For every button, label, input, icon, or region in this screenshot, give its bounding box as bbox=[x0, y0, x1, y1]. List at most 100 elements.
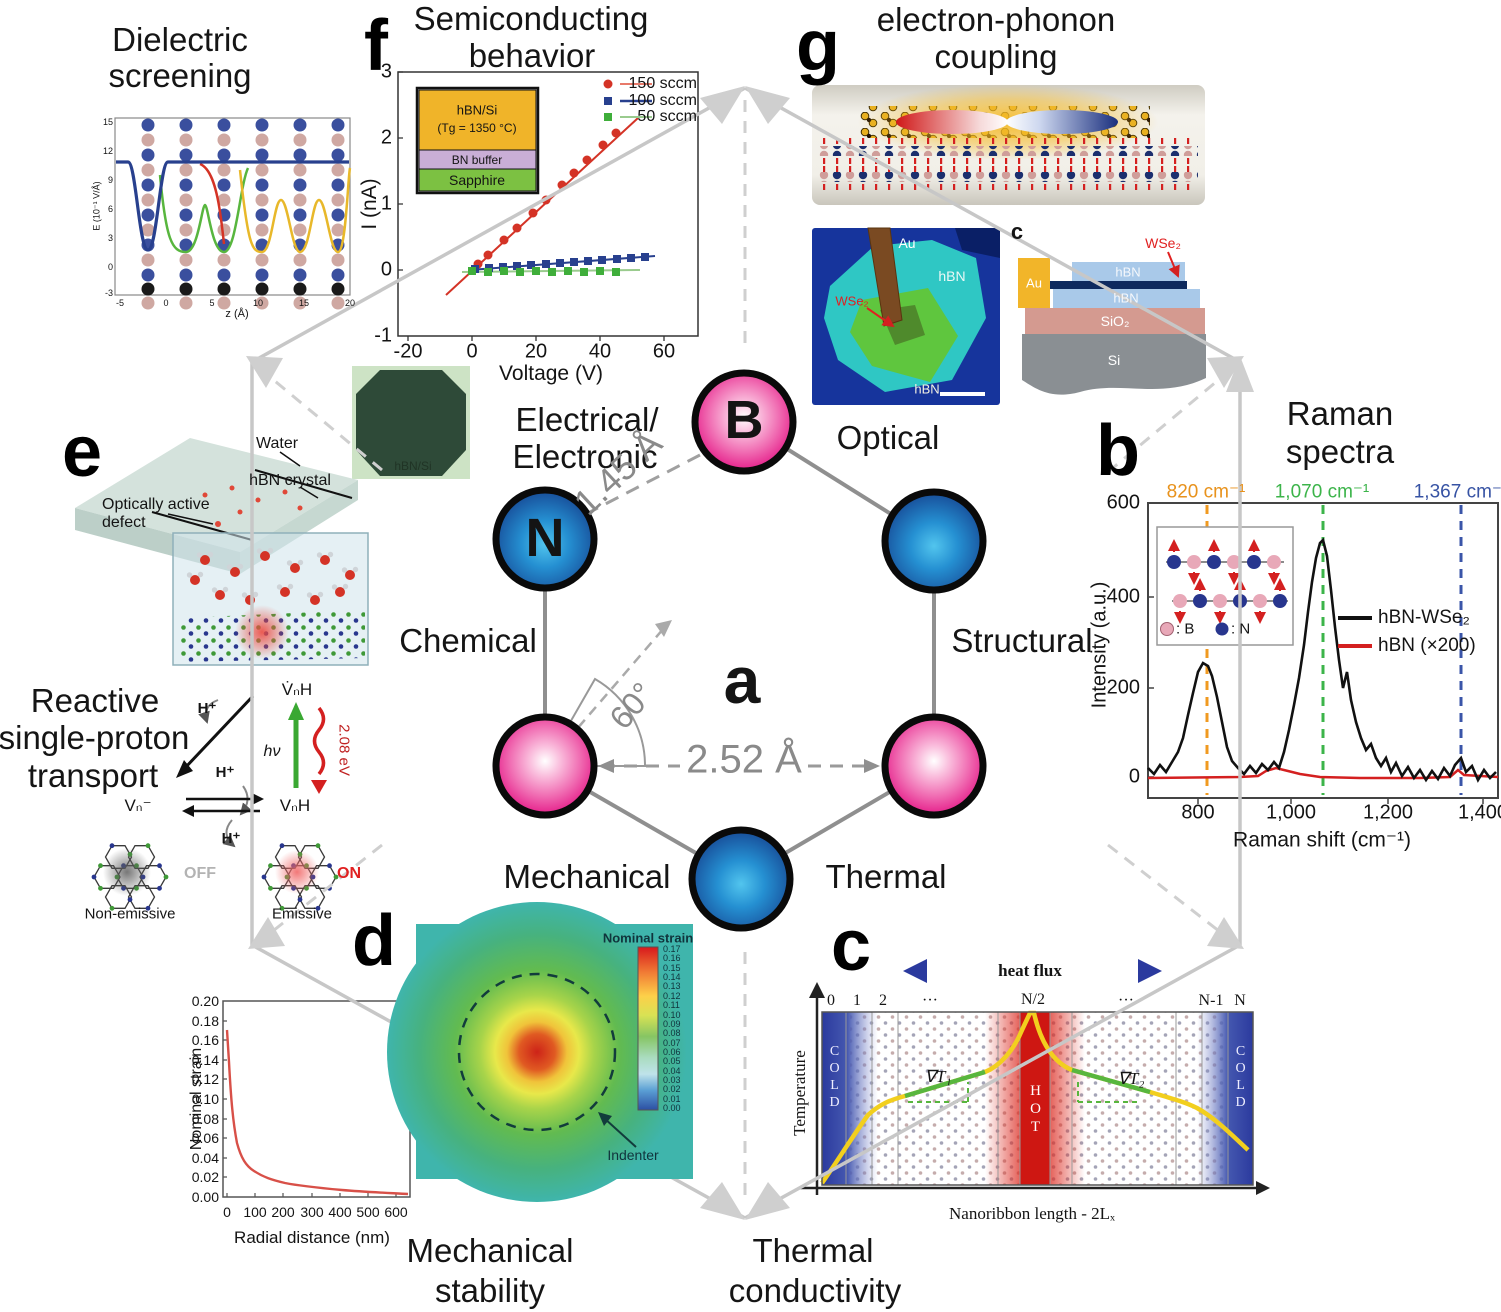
mechanical-stability-line2: stability bbox=[434, 1272, 546, 1309]
strain-colormap bbox=[387, 902, 693, 1202]
stack-label-hbn2: hBN bbox=[1113, 290, 1139, 306]
diel-xtick-3: 10 bbox=[252, 298, 264, 308]
mechanical-stability-line1: Mechanical bbox=[406, 1232, 574, 1269]
b-title-line1: Raman bbox=[1286, 395, 1394, 432]
f-xtick-m20: -20 bbox=[393, 340, 423, 363]
d-xtick-300: 300 bbox=[300, 1204, 324, 1220]
stack-label-sio2: SiO₂ bbox=[1100, 313, 1130, 329]
hbn-hexagon-molecule bbox=[492, 369, 987, 932]
d-colorbar-title: Nominal strain bbox=[602, 930, 694, 946]
panel-letter-b: b bbox=[1096, 411, 1140, 491]
e-label-crystal: hBN crystal bbox=[249, 472, 331, 489]
d-cb-000: 0.00 bbox=[663, 1103, 681, 1113]
thermal-conductivity-diagram bbox=[800, 959, 1270, 1195]
b-ytick-0: 0 bbox=[1128, 765, 1140, 788]
f-title-line2: behavior bbox=[468, 37, 596, 74]
b-title-line2: spectra bbox=[1285, 433, 1395, 470]
f-xtick-40: 40 bbox=[588, 340, 612, 363]
d-xlabel: Radial distance (nm) bbox=[234, 1228, 390, 1247]
diel-xtick-2: 5 bbox=[209, 298, 215, 308]
diel-ytick-0: 0 bbox=[107, 262, 113, 272]
d-cb-014: 0.14 bbox=[663, 972, 681, 982]
proton-off: OFF bbox=[184, 865, 216, 882]
d-ylabel: Nominal strain bbox=[188, 1047, 205, 1151]
hex-label-optical: Optical bbox=[836, 419, 940, 456]
atom-label-nitrogen: N bbox=[525, 508, 565, 568]
thermal-conductivity-line2: conductivity bbox=[728, 1272, 902, 1309]
c-seg-n1: N-1 bbox=[1198, 992, 1224, 1009]
b-ytick-400: 400 bbox=[1106, 585, 1140, 608]
d-cb-007: 0.07 bbox=[663, 1038, 681, 1048]
proton-title-1: Reactive bbox=[30, 682, 160, 719]
b-annotation-1070: 1,070 cm⁻¹ bbox=[1274, 481, 1370, 503]
d-cb-016: 0.16 bbox=[663, 953, 681, 963]
proton-hplus-1: H⁺ bbox=[197, 700, 217, 717]
hex-label-electrical-1: Electrical/ bbox=[515, 401, 659, 438]
diel-xlabel: z (Å) bbox=[225, 308, 249, 320]
d-xtick-600: 600 bbox=[384, 1204, 408, 1220]
c-seg-dots1: ··· bbox=[922, 992, 938, 1009]
c-ylabel: Temperature bbox=[790, 1050, 809, 1136]
d-ytick-7: 0.06 bbox=[191, 1130, 219, 1146]
c-seg-1: 1 bbox=[853, 992, 861, 1009]
d-xtick-500: 500 bbox=[356, 1204, 380, 1220]
proton-hv: hν bbox=[263, 743, 281, 760]
b-xlabel: Raman shift (cm⁻¹) bbox=[1233, 828, 1411, 852]
panel-letter-c: c bbox=[830, 906, 872, 986]
proton-title-2: single-proton bbox=[0, 719, 190, 756]
f-ytick-2: 2 bbox=[380, 126, 392, 149]
c-gradient-t1: ∇T₁ bbox=[924, 1067, 952, 1086]
f-xtick-20: 20 bbox=[524, 340, 548, 363]
hbn-wse2-microscope-image bbox=[812, 227, 1000, 405]
dielectric-screening-plot bbox=[114, 117, 352, 310]
diel-xtick-4: 15 bbox=[298, 298, 310, 308]
c-xlabel: Nanoribbon length - 2Lₓ bbox=[949, 1204, 1115, 1223]
b-xtick-1200: 1,200 bbox=[1362, 801, 1414, 824]
d-cb-011: 0.11 bbox=[663, 1000, 680, 1010]
c-seg-dots2: ··· bbox=[1118, 992, 1134, 1009]
d-cb-012: 0.12 bbox=[663, 991, 681, 1001]
b-inset-b-label: : B bbox=[1176, 620, 1195, 638]
f-legend-150sccm: 150 sccm bbox=[628, 75, 697, 92]
semiconducting-iv-plot bbox=[352, 71, 699, 479]
d-cb-008: 0.08 bbox=[663, 1028, 681, 1038]
strain-decay-plot bbox=[222, 1000, 411, 1198]
proton-vnh: VₙH bbox=[279, 796, 311, 815]
f-inset-hbnsi: hBN/Si bbox=[456, 102, 498, 118]
f-legend-markers bbox=[603, 79, 652, 121]
stack-label-si: Si bbox=[1107, 352, 1121, 368]
b-inset-n-label: : N bbox=[1231, 620, 1251, 638]
lattice-constant-label: 2.52 Å bbox=[686, 737, 802, 782]
hbn-crystal-defect-illustration bbox=[75, 438, 369, 666]
d-ytick-9: 0.02 bbox=[191, 1169, 219, 1185]
heat-flux-arrows bbox=[903, 959, 1162, 983]
d-indenter-label: Indenter bbox=[607, 1147, 659, 1163]
f-ytick-0: 0 bbox=[380, 258, 392, 281]
d-ytick-3: 0.14 bbox=[191, 1052, 219, 1068]
hex-label-chemical: Chemical bbox=[399, 622, 537, 659]
c-seg-2: 2 bbox=[879, 992, 887, 1009]
stack-letter-c: c bbox=[1010, 219, 1024, 244]
d-cb-003: 0.03 bbox=[663, 1075, 681, 1085]
diel-xtick-0: -5 bbox=[115, 298, 125, 308]
d-cb-005: 0.05 bbox=[663, 1056, 681, 1066]
b-legend-hbn-x200: hBN (×200) bbox=[1378, 635, 1476, 656]
d-xtick-400: 400 bbox=[328, 1204, 352, 1220]
dielectric-title-line1: Dielectric bbox=[112, 21, 248, 58]
b-ylabel: Intensity (a.u.) bbox=[1088, 581, 1111, 709]
f-ytick-1: 1 bbox=[380, 192, 392, 215]
c-seg-n2: N/2 bbox=[1021, 991, 1045, 1008]
proton-nonemissive: Non-emissive bbox=[84, 905, 176, 923]
f-xtick-60: 60 bbox=[652, 340, 676, 363]
panel-letter-e: e bbox=[61, 412, 103, 492]
b-ytick-200: 200 bbox=[1106, 676, 1140, 699]
f-inset-buffer: BN buffer bbox=[451, 153, 503, 167]
hex-label-structural: Structural bbox=[951, 622, 1093, 659]
c-cold-left: COLD bbox=[827, 1044, 842, 1112]
diel-ytick-15: 15 bbox=[102, 117, 113, 127]
d-cb-010: 0.10 bbox=[663, 1010, 681, 1020]
proton-title-3: transport bbox=[27, 757, 159, 794]
f-inset-sapphire: Sapphire bbox=[448, 172, 506, 188]
panel-letter-g: g bbox=[796, 6, 840, 86]
b-xtick-1000: 1,000 bbox=[1265, 801, 1317, 824]
